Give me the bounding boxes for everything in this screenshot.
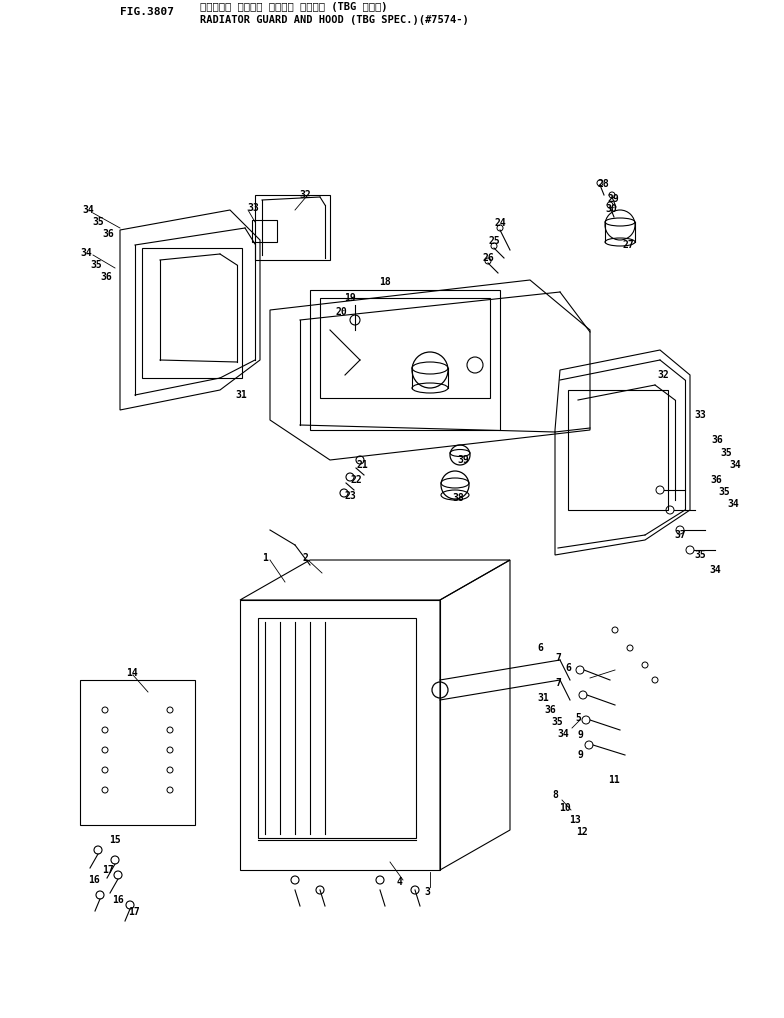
Text: 34: 34 [557,729,569,739]
Text: 23: 23 [344,491,356,501]
Text: 36: 36 [544,705,556,715]
Text: 24: 24 [494,218,506,228]
Text: 12: 12 [576,827,588,837]
Bar [252,220,277,242]
Text: 35: 35 [93,217,103,227]
Bar [310,290,500,430]
Text: 17: 17 [102,865,114,875]
Text: 36: 36 [711,435,723,445]
Text: 10: 10 [559,803,571,813]
Text: 31: 31 [235,390,247,400]
Text: 29: 29 [607,194,619,204]
Text: 36: 36 [102,229,114,239]
Text: 16: 16 [88,875,100,885]
Text: 5: 5 [575,713,581,723]
Text: FIG.3807: FIG.3807 [120,7,174,17]
Bar [80,680,195,825]
Text: 28: 28 [597,179,609,189]
Text: 26: 26 [482,253,494,263]
Text: 6: 6 [537,643,543,653]
Text: 18: 18 [379,277,391,287]
Text: 34: 34 [727,499,739,509]
Text: 36: 36 [710,475,722,485]
Text: 1: 1 [262,553,268,563]
Text: 30: 30 [605,204,617,214]
Text: 35: 35 [90,260,102,270]
Text: 32: 32 [657,370,669,380]
Text: 38: 38 [452,493,464,503]
Text: 34: 34 [80,248,92,258]
Bar [255,195,330,260]
Text: 32: 32 [299,190,311,200]
Text: 20: 20 [335,307,347,317]
Text: 3: 3 [424,887,430,897]
Text: 16: 16 [112,895,124,905]
Text: ラジエータ ガード・ オヨビ・ フード・ (TBG ショウ): ラジエータ ガード・ オヨビ・ フード・ (TBG ショウ) [200,2,387,12]
Text: 7: 7 [555,653,561,663]
Text: 34: 34 [709,565,720,575]
Text: 13: 13 [569,815,581,825]
Text: 25: 25 [488,236,500,246]
Text: 35: 35 [694,550,706,560]
Text: 19: 19 [344,293,356,303]
Text: 21: 21 [356,460,368,470]
Text: 34: 34 [82,205,94,215]
Bar [568,390,668,510]
Text: 14: 14 [126,668,138,678]
Text: 11: 11 [608,775,620,785]
Text: 22: 22 [350,475,362,485]
Bar [320,298,490,398]
Text: 36: 36 [100,272,112,282]
Text: 35: 35 [720,448,732,458]
Text: 39: 39 [457,455,469,465]
Text: 33: 33 [247,203,259,213]
Text: 7: 7 [555,678,561,688]
Text: 15: 15 [109,835,121,845]
Text: 27: 27 [622,240,634,250]
Text: 35: 35 [551,717,563,727]
Text: 17: 17 [128,907,140,917]
Text: 34: 34 [729,460,741,470]
Text: 2: 2 [302,553,308,563]
Text: RADIATOR GUARD AND HOOD (TBG SPEC.)(#7574-): RADIATOR GUARD AND HOOD (TBG SPEC.)(#757… [200,15,469,25]
Bar [142,248,242,378]
Text: 35: 35 [718,487,730,497]
Text: 4: 4 [397,876,403,887]
Text: 37: 37 [674,530,686,540]
Text: 9: 9 [577,750,583,760]
Text: 33: 33 [694,410,706,420]
Text: 9: 9 [577,730,583,740]
Text: 8: 8 [552,790,558,800]
Bar [258,618,416,838]
Text: 6: 6 [565,663,571,673]
Text: 31: 31 [537,693,549,703]
